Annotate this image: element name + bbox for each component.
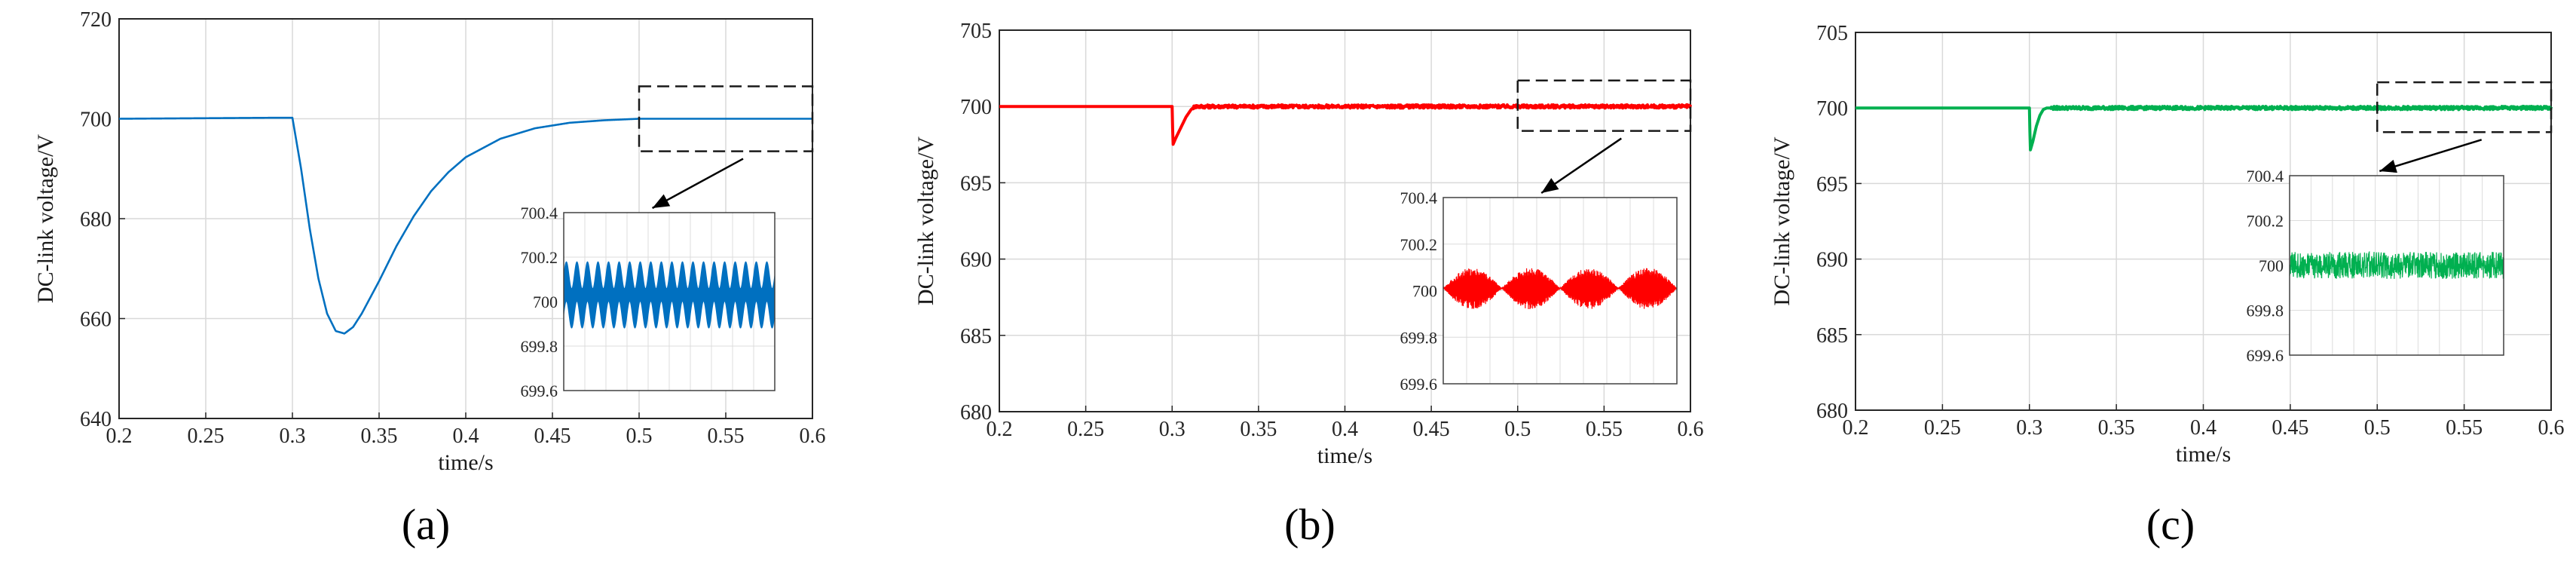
x-tick-label: 0.45 <box>534 424 571 448</box>
x-tick-label: 0.55 <box>1586 418 1623 441</box>
inset-panel: 699.6 699.8 700 700.2 700.4 <box>1400 188 1678 394</box>
y-tick-label: 640 <box>80 408 112 431</box>
y-axis-label: DC-link voltage/V <box>1770 136 1794 305</box>
y-axis-label: DC-link voltage/V <box>33 134 58 303</box>
panel-label: (c) <box>2146 500 2195 549</box>
zoom-arrow <box>2379 139 2483 173</box>
inset-frame <box>2289 175 2504 356</box>
inset-y-tick-label: 700.2 <box>1400 235 1438 254</box>
x-tick-label: 0.6 <box>1678 418 1704 441</box>
x-tick-label: 0.6 <box>2538 416 2565 440</box>
inset-y-tick-label: 699.8 <box>2247 302 2284 320</box>
x-tick-label: 0.25 <box>1067 418 1104 441</box>
inset-panel: 699.6 699.8 700 700.2 700.4 <box>521 204 776 400</box>
x-tick-label: 0.25 <box>188 424 225 448</box>
zoom-window-box <box>638 85 814 152</box>
voltage-series-line <box>1854 105 2553 152</box>
x-tick-label: 0.45 <box>1413 418 1450 441</box>
inset-y-tick-label: 699.8 <box>1400 328 1438 347</box>
zoom-arrow-head <box>2379 159 2397 173</box>
voltage-series-line <box>998 103 1692 146</box>
x-tick-label: 0.35 <box>1240 418 1277 441</box>
x-tick-label: 0.35 <box>2098 416 2135 440</box>
zoom-arrow-head <box>652 194 671 208</box>
x-tick-label: 0.4 <box>453 424 479 448</box>
x-tick-label: 0.35 <box>361 424 398 448</box>
x-tick-label: 0.6 <box>800 424 826 448</box>
x-axis-label: time/s <box>438 450 493 475</box>
y-tick-label: 690 <box>1816 249 1848 272</box>
panel-label: (a) <box>402 500 450 549</box>
y-tick-label: 700 <box>960 96 992 119</box>
chart-panel-a: 0.2 0.25 0.3 0.35 0.4 0.45 0.5 0.55 0.6 640 660 680… <box>33 8 826 549</box>
inset-y-tick-label: 699.8 <box>521 337 558 356</box>
x-tick-label: 0.2 <box>987 418 1013 441</box>
inset-y-tick-label: 700.4 <box>521 204 558 222</box>
y-tick-label: 695 <box>1816 173 1848 196</box>
y-tick-label: 680 <box>1816 400 1848 423</box>
x-tick-label: 0.2 <box>106 424 133 448</box>
y-tick-label: 680 <box>960 401 992 424</box>
y-axis-label: DC-link voltage/V <box>913 136 938 305</box>
panel-label: (b) <box>1284 500 1335 549</box>
inset-y-tick-label: 700 <box>533 293 558 311</box>
inset-y-tick-label: 700.4 <box>1400 188 1438 207</box>
inset-y-tick-label: 699.6 <box>1400 375 1438 394</box>
x-tick-label: 0.2 <box>1843 416 1869 440</box>
y-tick-label: 695 <box>960 172 992 195</box>
inset-frame <box>563 212 776 391</box>
inset-y-tick-label: 700 <box>2259 256 2284 275</box>
chart-panel-b: 0.2 0.25 0.3 0.35 0.4 0.45 0.5 0.55 0.6 680 685 690… <box>913 20 1704 549</box>
x-tick-label: 0.3 <box>2016 416 2042 440</box>
inset-ripple-line <box>2289 250 2504 279</box>
zoom-window-box <box>2376 81 2553 133</box>
y-tick-label: 720 <box>80 8 112 32</box>
y-tick-label: 685 <box>960 325 992 348</box>
x-tick-label: 0.25 <box>1924 416 1961 440</box>
y-tick-label: 685 <box>1816 324 1848 348</box>
y-tick-label: 660 <box>80 308 112 332</box>
inset-y-tick-label: 700.4 <box>2247 167 2284 185</box>
inset-frame <box>1442 197 1678 385</box>
x-tick-label: 0.5 <box>2364 416 2391 440</box>
zoom-arrow <box>652 158 744 210</box>
x-tick-label: 0.55 <box>708 424 745 448</box>
inset-y-tick-label: 700.2 <box>521 248 558 267</box>
chart-panel-c: 0.2 0.25 0.3 0.35 0.4 0.45 0.5 0.55 0.6 680 685 690… <box>1770 22 2565 549</box>
inset-y-tick-label: 700.2 <box>2247 212 2284 231</box>
x-tick-label: 0.4 <box>1332 418 1358 441</box>
x-tick-label: 0.4 <box>2190 416 2217 440</box>
x-tick-label: 0.5 <box>626 424 653 448</box>
x-tick-label: 0.3 <box>1159 418 1186 441</box>
x-tick-label: 0.3 <box>280 424 306 448</box>
voltage-series-line <box>118 116 813 335</box>
inset-y-tick-label: 700 <box>1412 282 1437 301</box>
x-axis-label: time/s <box>2176 442 2231 467</box>
inset-ripple-line <box>1442 268 1678 310</box>
y-tick-label: 705 <box>960 20 992 43</box>
x-tick-label: 0.55 <box>2446 416 2483 440</box>
inset-y-tick-label: 699.6 <box>521 382 558 400</box>
zoom-window-box <box>1516 79 1692 132</box>
y-tick-label: 700 <box>1816 97 1848 121</box>
inset-panel: 699.6 699.8 700 700.2 700.4 <box>2247 167 2504 365</box>
x-axis-label: time/s <box>1317 443 1372 468</box>
y-tick-label: 680 <box>80 208 112 231</box>
y-tick-label: 690 <box>960 249 992 272</box>
inset-y-tick-label: 699.6 <box>2247 346 2284 365</box>
zoom-arrow-head <box>1541 178 1559 193</box>
x-tick-label: 0.45 <box>2272 416 2308 440</box>
y-tick-label: 705 <box>1816 22 1848 45</box>
x-tick-label: 0.5 <box>1504 418 1531 441</box>
y-tick-label: 700 <box>80 109 112 132</box>
